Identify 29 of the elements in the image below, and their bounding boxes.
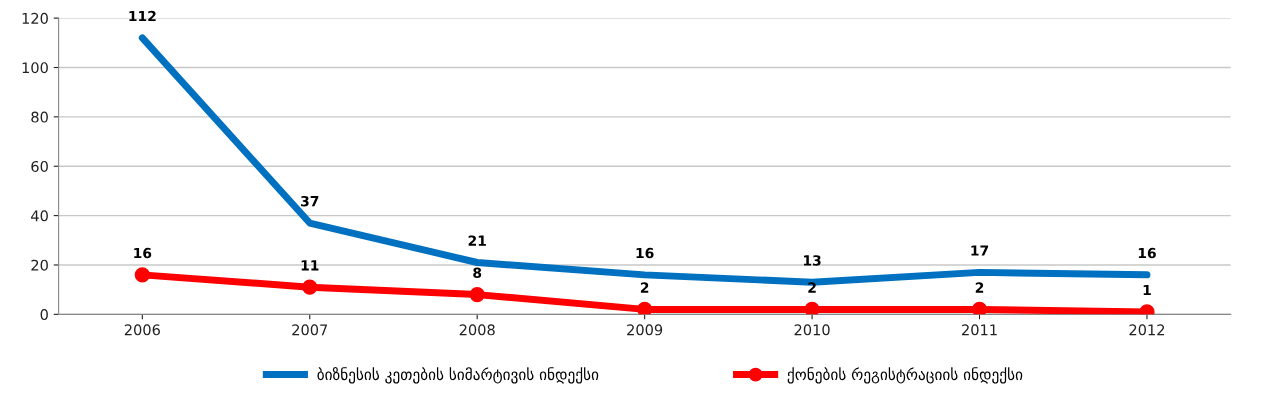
x-tick-label: 2007: [292, 324, 328, 336]
legend-label: ქონების რეგისტრაციის ინდექსი: [787, 367, 1023, 384]
x-tick-label: 2008: [459, 324, 495, 336]
x-tick-label: 2010: [794, 324, 830, 336]
data-label: 21: [468, 235, 486, 246]
y-tick-label: 80: [31, 111, 48, 123]
x-tick-label: 2011: [962, 324, 997, 336]
legend-label: ბიზნესის კეთების სიმარტივის ინდექსი: [317, 367, 599, 384]
data-label: 37: [301, 195, 319, 207]
y-tick-label: 120: [22, 12, 48, 24]
y-tick-label: 100: [22, 62, 48, 74]
data-label: 17: [971, 245, 989, 256]
y-tick-label: 20: [31, 259, 48, 271]
data-label: 2: [975, 282, 984, 293]
x-tick-label: 2009: [627, 324, 663, 336]
data-label: 112: [129, 10, 156, 22]
data-label: 1: [1143, 284, 1151, 296]
x-tick-label: 2006: [124, 324, 160, 336]
y-tick-label: 0: [40, 309, 48, 321]
data-label: 11: [301, 260, 319, 271]
data-label: 16: [1138, 247, 1156, 259]
data-label: 13: [803, 255, 821, 266]
y-tick-label: 40: [31, 210, 48, 222]
data-label: 16: [134, 247, 152, 259]
data-label: 2: [640, 282, 649, 293]
data-label: 16: [636, 247, 654, 259]
data-label: 8: [473, 267, 482, 279]
x-tick-label: 2012: [1129, 324, 1165, 336]
y-tick-label: 60: [31, 160, 48, 172]
